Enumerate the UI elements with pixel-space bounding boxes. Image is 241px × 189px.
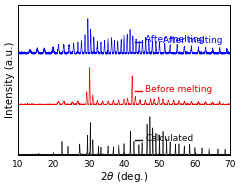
Text: After melting: After melting	[163, 36, 222, 45]
Y-axis label: Intensity (a.u.): Intensity (a.u.)	[5, 42, 15, 118]
Text: Calculated: Calculated	[145, 134, 194, 143]
X-axis label: $2\theta$ (deg.): $2\theta$ (deg.)	[100, 170, 148, 184]
Text: Before melting: Before melting	[145, 84, 213, 94]
Text: After melting: After melting	[145, 35, 205, 44]
